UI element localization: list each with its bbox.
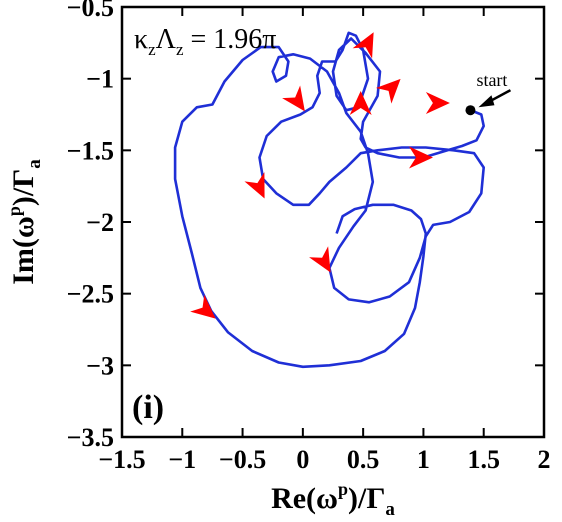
y-tick-label: −1 <box>86 65 114 94</box>
direction-arrow <box>409 146 433 169</box>
x-tick-label: 0.5 <box>347 445 380 474</box>
kappa-lambda-annotation: κzΛz = 1.96π <box>134 24 276 59</box>
direction-arrow <box>282 85 305 112</box>
y-tick-label: −2 <box>86 208 114 237</box>
y-axis-title: Im(ωp)/Γa <box>4 159 45 285</box>
direction-arrow <box>190 294 216 319</box>
y-tick-label: −0.5 <box>67 0 114 22</box>
direction-arrow <box>375 78 401 104</box>
y-tick-labels: −3.5 −3 −2.5 −2 −1.5 −1 −0.5 <box>67 0 114 452</box>
start-pointer-head <box>478 95 495 108</box>
trajectory-line <box>173 31 485 369</box>
y-tick-label: −3 <box>86 351 114 380</box>
y-tick-label: −3.5 <box>67 423 114 452</box>
direction-arrow <box>309 246 331 273</box>
start-label: start <box>476 70 507 90</box>
x-tick-label: 2 <box>538 445 551 474</box>
x-tick-label: −1 <box>168 445 196 474</box>
y-tick-label: −1.5 <box>67 136 114 165</box>
x-tick-label: 0 <box>296 445 309 474</box>
x-axis-title: Re(ωp)/Γa <box>271 479 395 520</box>
y-tick-label: −2.5 <box>67 280 114 309</box>
x-tick-label: −0.5 <box>219 445 266 474</box>
x-tick-label: −1.5 <box>98 445 145 474</box>
direction-arrow <box>244 172 265 199</box>
direction-arrows <box>190 32 450 319</box>
direction-arrow <box>352 32 374 59</box>
panel-label: (i) <box>132 389 164 426</box>
direction-arrow <box>349 91 372 115</box>
plot-frame <box>120 5 546 439</box>
x-tick-label: 1.5 <box>467 445 500 474</box>
direction-arrow <box>425 92 450 114</box>
x-tick-labels: −1.5 −1 −0.5 0 0.5 1 1.5 2 <box>98 445 550 474</box>
start-point <box>465 105 476 116</box>
x-tick-label: 1 <box>417 445 430 474</box>
